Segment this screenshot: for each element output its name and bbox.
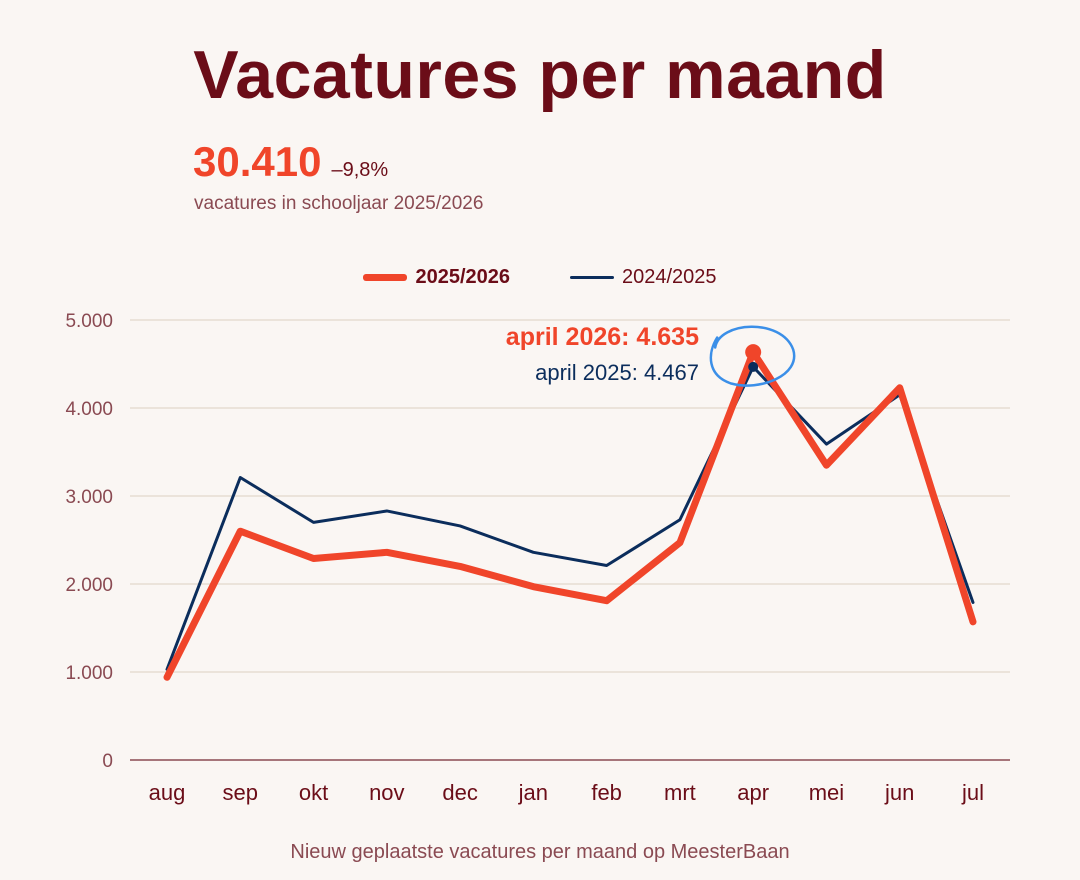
y-tick-label: 4.000 — [65, 399, 113, 420]
x-tick-label: jul — [961, 780, 984, 805]
y-tick-label: 1.000 — [65, 663, 113, 684]
x-tick-label: jan — [518, 780, 548, 805]
x-tick-label: sep — [223, 780, 258, 805]
legend-swatch-2025-2026 — [363, 274, 408, 281]
legend-swatch-2024-2025 — [570, 276, 614, 279]
annotation-april-2026: april 2026: 4.635 — [506, 323, 699, 351]
highlight-point-2025-2026 — [745, 344, 762, 361]
y-tick-label: 0 — [102, 751, 113, 772]
chart-legend: 2025/2026 2024/2025 — [0, 266, 1080, 289]
x-tick-label: okt — [299, 780, 328, 805]
y-tick-label: 5.000 — [65, 311, 113, 332]
x-tick-label: dec — [442, 780, 477, 805]
x-tick-label: nov — [369, 780, 404, 805]
legend-label-2025-2026: 2025/2026 — [415, 266, 510, 288]
kpi-total-value: 30.410 — [193, 138, 322, 185]
x-tick-label: jun — [884, 780, 914, 805]
kpi-subtitle: vacatures in schooljaar 2025/2026 — [194, 193, 484, 214]
chart-caption: Nieuw geplaatste vacatures per maand op … — [290, 841, 790, 863]
y-tick-label: 2.000 — [65, 575, 113, 596]
x-tick-label: aug — [149, 780, 186, 805]
x-tick-label: mrt — [664, 780, 696, 805]
series-line-2024-2025 — [165, 365, 975, 671]
legend-label-2024-2025: 2024/2025 — [622, 266, 717, 288]
x-tick-label: mei — [809, 780, 844, 805]
highlight-point-2024-2025 — [748, 361, 759, 372]
x-tick-label: feb — [591, 780, 622, 805]
annotation-april-2025: april 2025: 4.467 — [535, 360, 699, 385]
kpi-change-percentage: –9,8% — [331, 159, 389, 181]
highlight-circle — [709, 325, 796, 387]
y-tick-label: 3.000 — [65, 487, 113, 508]
legend-item-2024-2025: 2024/2025 — [570, 266, 717, 289]
legend-item-2025-2026: 2025/2026 — [363, 266, 510, 289]
chart-title: Vacatures per maand — [193, 37, 887, 113]
kpi-block: 30.410 –9,8% — [193, 138, 388, 186]
series-line-2025-2026 — [163, 348, 977, 681]
x-tick-label: apr — [737, 780, 769, 805]
